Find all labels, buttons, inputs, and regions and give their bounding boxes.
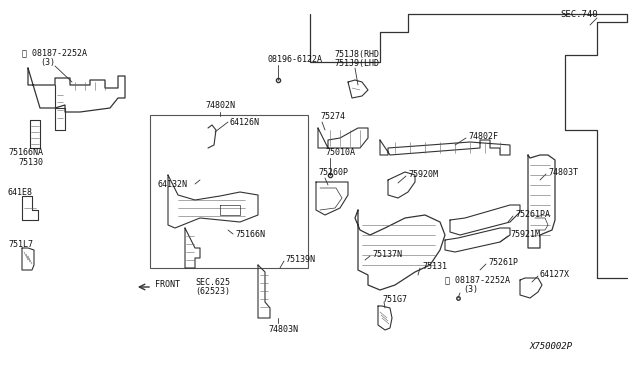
Text: (62523): (62523) bbox=[195, 287, 230, 296]
Text: 75920M: 75920M bbox=[408, 170, 438, 179]
Text: SEC.625: SEC.625 bbox=[195, 278, 230, 287]
Text: 75261P: 75261P bbox=[488, 258, 518, 267]
Text: 75166NA: 75166NA bbox=[8, 148, 43, 157]
Text: 751G7: 751G7 bbox=[382, 295, 407, 304]
Text: 74802F: 74802F bbox=[468, 132, 498, 141]
Text: 75261PA: 75261PA bbox=[515, 210, 550, 219]
Text: 75139N: 75139N bbox=[285, 255, 315, 264]
Text: 751L7: 751L7 bbox=[8, 240, 33, 249]
Text: 74803T: 74803T bbox=[548, 168, 578, 177]
Text: 64127X: 64127X bbox=[540, 270, 570, 279]
Text: 64132N: 64132N bbox=[158, 180, 188, 189]
Text: 75010A: 75010A bbox=[325, 148, 355, 157]
Text: X750002P: X750002P bbox=[530, 342, 573, 351]
Text: 75921M: 75921M bbox=[510, 230, 540, 239]
Text: 75131: 75131 bbox=[422, 262, 447, 271]
Text: (3): (3) bbox=[463, 285, 478, 294]
Text: Ⓑ 08187-2252A: Ⓑ 08187-2252A bbox=[445, 275, 510, 284]
Bar bbox=[150, 115, 308, 268]
Text: 08196-6122A: 08196-6122A bbox=[268, 55, 323, 64]
Text: 74803N: 74803N bbox=[268, 325, 298, 334]
Text: SEC.740: SEC.740 bbox=[560, 10, 598, 19]
Text: Ⓑ 08187-2252A: Ⓑ 08187-2252A bbox=[22, 48, 87, 57]
Text: 75260P: 75260P bbox=[318, 168, 348, 177]
Text: 751J9(LHD: 751J9(LHD bbox=[334, 59, 379, 68]
Text: 751J8(RHD: 751J8(RHD bbox=[334, 50, 379, 59]
Text: FRONT: FRONT bbox=[155, 280, 180, 289]
Text: 75130: 75130 bbox=[18, 158, 43, 167]
Text: 64126N: 64126N bbox=[230, 118, 260, 127]
Text: 75166N: 75166N bbox=[235, 230, 265, 239]
Text: 75274: 75274 bbox=[320, 112, 345, 121]
Text: 74802N: 74802N bbox=[205, 101, 235, 110]
Text: (3): (3) bbox=[40, 58, 55, 67]
Text: 75137N: 75137N bbox=[372, 250, 402, 259]
Text: 641E8: 641E8 bbox=[8, 188, 33, 197]
